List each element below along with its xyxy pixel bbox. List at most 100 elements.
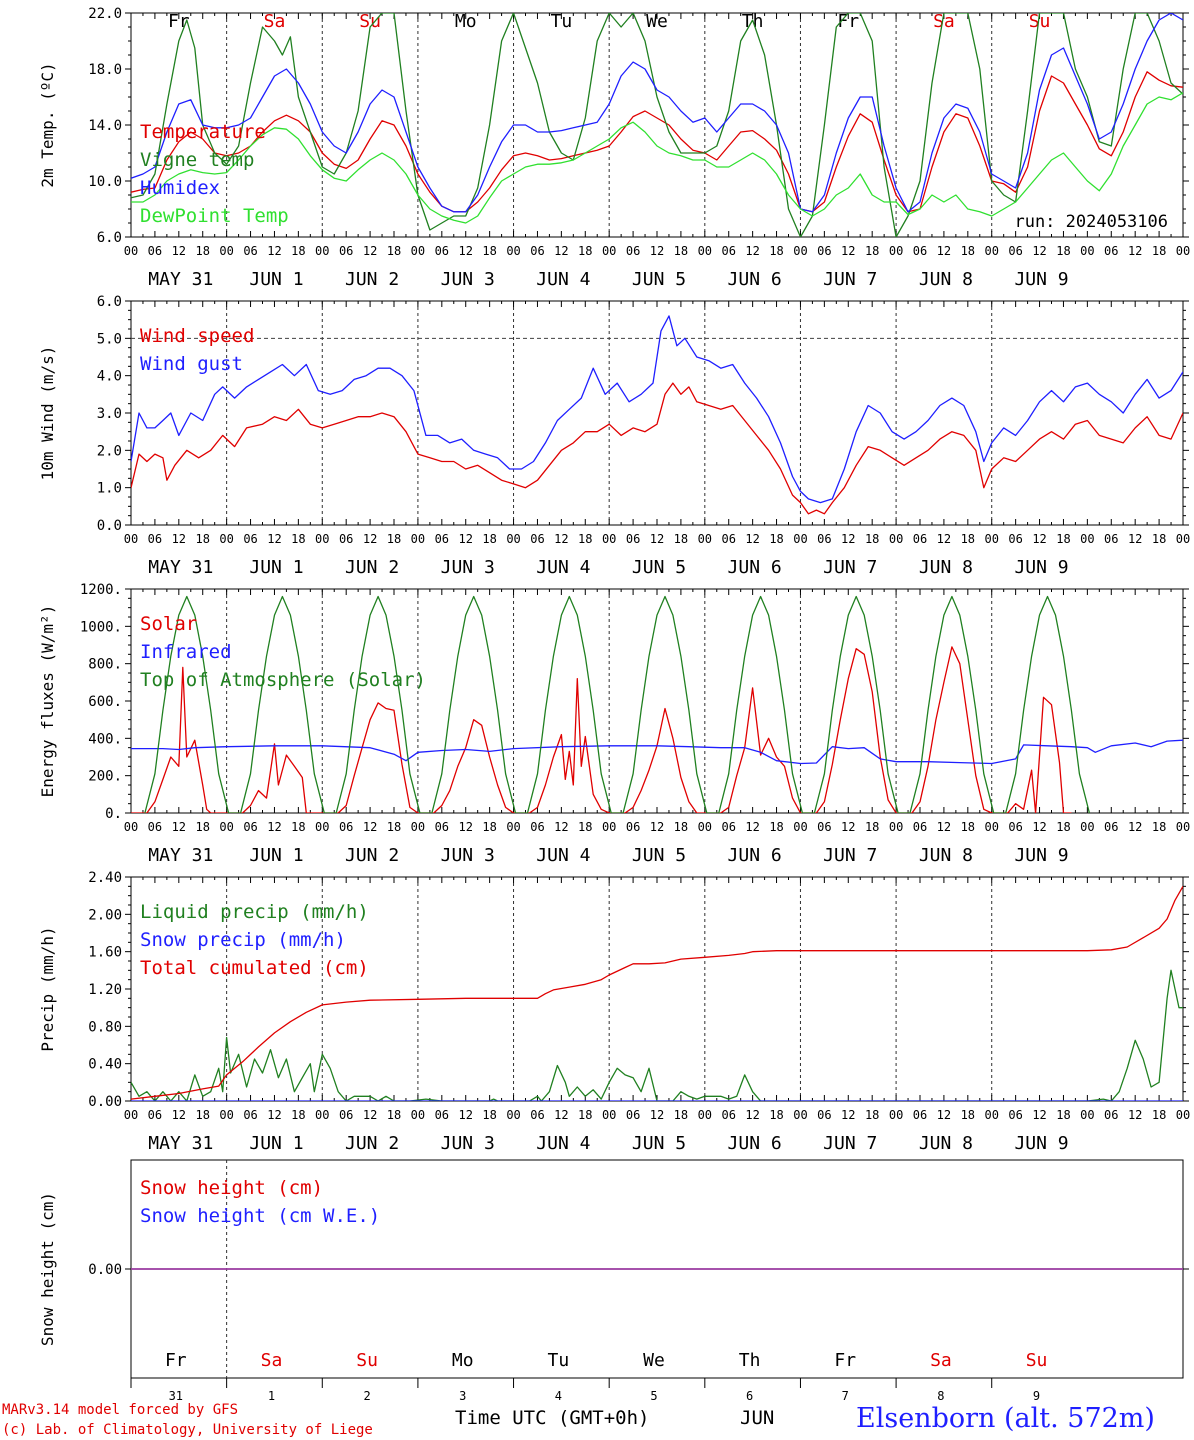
x-hour-label: 00 (985, 244, 999, 258)
x-hour-label: 00 (602, 1108, 616, 1122)
day-name-label: Su (356, 1350, 378, 1371)
x-hour-label: 00 (124, 532, 138, 546)
x-hour-label: 00 (1176, 820, 1190, 834)
day-name-label: Fr (165, 1350, 187, 1371)
x-date-label: JUN 5 (632, 1133, 686, 1154)
x-hour-label: 12 (841, 820, 855, 834)
y-tick-label: 2.00 (88, 907, 122, 923)
x-hour-label: 12 (363, 532, 377, 546)
x-date-label: JUN 3 (441, 1133, 495, 1154)
x-hour-label: 00 (889, 1108, 903, 1122)
x-hour-label: 12 (459, 820, 473, 834)
x-date-label: JUN 2 (345, 845, 399, 866)
x-hour-label: 06 (339, 244, 353, 258)
x-hour-label: 00 (1080, 820, 1094, 834)
x-hour-label: 18 (674, 532, 688, 546)
y-tick-label: 0.00 (88, 1094, 122, 1110)
plot-frame (130, 300, 1184, 526)
x-hour-label: 12 (459, 532, 473, 546)
x-hour-label: 00 (889, 532, 903, 546)
x-hour-label: 18 (961, 820, 975, 834)
x-hour-label: 06 (339, 1108, 353, 1122)
x-hour-label: 12 (841, 244, 855, 258)
x-hour-label: 18 (1152, 1108, 1166, 1122)
y-tick-label: 14.0 (88, 118, 122, 134)
x-hour-label: 06 (243, 244, 257, 258)
x-hour-label: 12 (1032, 1108, 1046, 1122)
x-hour-label: 06 (148, 244, 162, 258)
x-hour-label: 00 (1176, 244, 1190, 258)
x-date-label: JUN 7 (823, 1133, 877, 1154)
y-axis-label: 2m Temp. (ºC) (38, 62, 57, 187)
series-line-infrared (131, 739, 1183, 765)
x-hour-label: 12 (172, 820, 186, 834)
x-date-label: JUN 3 (441, 269, 495, 290)
x-hour-label: 12 (745, 820, 759, 834)
y-tick-label: 2.0 (97, 443, 122, 459)
x-hour-label: 06 (626, 532, 640, 546)
x-hour-label: 00 (793, 820, 807, 834)
x-hour-label: 00 (698, 244, 712, 258)
x-hour-label: 18 (1152, 820, 1166, 834)
x-hour-label: 06 (913, 1108, 927, 1122)
x-hour-label: 06 (1008, 820, 1022, 834)
x-hour-label: 18 (769, 1108, 783, 1122)
x-hour-label: 06 (1104, 1108, 1118, 1122)
x-hour-label: 00 (1176, 1108, 1190, 1122)
x-date-label: JUN 4 (536, 269, 590, 290)
x-date-label: MAY 31 (148, 845, 213, 866)
x-hour-label: 06 (1104, 244, 1118, 258)
y-tick-label: 4.0 (97, 369, 122, 385)
x-hour-label: 12 (745, 1108, 759, 1122)
x-date-label: JUN 6 (728, 557, 782, 578)
x-hour-label: 18 (387, 532, 401, 546)
x-date-label: JUN 6 (728, 845, 782, 866)
x-date-label: JUN 5 (632, 269, 686, 290)
x-hour-label: 18 (482, 532, 496, 546)
day-number-label: 3 (459, 1389, 466, 1403)
x-hour-label: 18 (578, 820, 592, 834)
y-axis-label: 10m Wind (m/s) (38, 346, 57, 481)
x-date-label: MAY 31 (148, 1133, 213, 1154)
x-date-label: JUN 2 (345, 557, 399, 578)
y-tick-label: 1.0 (97, 481, 122, 497)
legend-entry: Solar (140, 613, 197, 635)
panel-temperature: 6.0 10.0 14.0 18.0 22.0 2m Temp. (ºC) 00 06 12 18… (38, 6, 1190, 290)
x-date-label: JUN 8 (919, 557, 973, 578)
x-hour-label: 18 (865, 244, 879, 258)
x-date-label: JUN 7 (823, 845, 877, 866)
x-hour-label: 00 (793, 244, 807, 258)
day-name-label: Mo (452, 1350, 474, 1371)
y-tick-label: 400. (88, 731, 122, 747)
x-hour-label: 18 (674, 820, 688, 834)
x-hour-label: 18 (387, 820, 401, 834)
run-label: run: 2024053106 (1014, 212, 1168, 232)
x-hour-label: 18 (961, 1108, 975, 1122)
x-hour-label: 12 (841, 532, 855, 546)
day-name-label: Sa (264, 11, 286, 32)
x-hour-label: 00 (506, 1108, 520, 1122)
x-hour-label: 18 (196, 820, 210, 834)
day-name-label: Fr (834, 1350, 856, 1371)
x-hour-label: 06 (817, 820, 831, 834)
y-tick-label: 3.0 (97, 406, 122, 422)
y-tick-label: 6.0 (97, 294, 122, 310)
x-hour-label: 06 (1008, 532, 1022, 546)
x-hour-label: 12 (937, 1108, 951, 1122)
x-hour-label: 00 (602, 532, 616, 546)
day-number-label: 8 (937, 1389, 944, 1403)
x-hour-label: 12 (1032, 532, 1046, 546)
legend-entry: Infrared (140, 641, 232, 663)
panel-snow: 0.00 Snow height (cm) Fr Sa Su Mo Tu We Th Fr Sa Su… (38, 1159, 1189, 1403)
x-hour-label: 12 (650, 820, 664, 834)
x-hour-label: 06 (148, 1108, 162, 1122)
x-date-label: JUN 8 (919, 269, 973, 290)
x-hour-label: 18 (1152, 244, 1166, 258)
x-hour-label: 12 (1128, 1108, 1142, 1122)
x-hour-label: 12 (363, 244, 377, 258)
x-hour-label: 12 (745, 532, 759, 546)
y-tick-label: 5.0 (97, 331, 122, 347)
day-number-label: 5 (650, 1389, 657, 1403)
x-hour-label: 12 (650, 1108, 664, 1122)
x-hour-label: 12 (267, 1108, 281, 1122)
